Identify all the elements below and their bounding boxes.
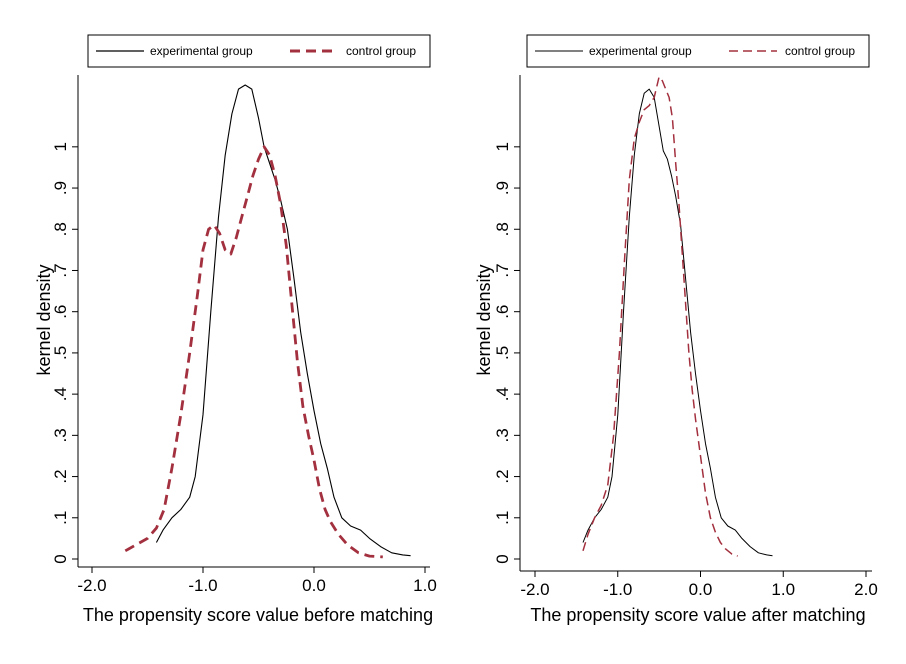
y-tick-label: .8 — [51, 222, 70, 236]
x-ticks: -2.0 -1.0 0.0 1.0 — [77, 567, 437, 595]
legend-box — [526, 34, 870, 68]
y-tick-label: .4 — [493, 387, 512, 401]
y-tick-label: .1 — [493, 511, 512, 525]
y-ticks: 0 .1 .2 .3 .4 .5 .6 .7 .8 .9 1 — [51, 142, 78, 564]
y-tick-label: .4 — [51, 387, 70, 401]
legend-box — [87, 34, 431, 68]
y-tick-label: .3 — [51, 428, 70, 442]
legend-label-experimental: experimental group — [150, 44, 253, 58]
y-tick-label: .8 — [493, 222, 512, 236]
legend-label-experimental: experimental group — [589, 44, 692, 58]
x-tick-label: -1.0 — [188, 576, 217, 595]
y-tick-label: .6 — [493, 305, 512, 319]
y-tick-label: .5 — [51, 346, 70, 360]
series-line-experimental — [582, 88, 773, 557]
x-tick-label: -1.0 — [603, 580, 632, 599]
legend-label-control: control group — [346, 44, 416, 58]
y-tick-label: .9 — [51, 181, 70, 195]
y-tick-label: 0 — [493, 554, 512, 563]
x-axis-title: The propensity score value before matchi… — [83, 605, 433, 625]
series-line-control — [124, 145, 383, 559]
curves — [582, 76, 773, 557]
x-tick-label: -2.0 — [520, 580, 549, 599]
chart-panel-after-matching: experimental group control group 0 .1 .2 .3… — [474, 34, 878, 625]
x-tick-label: 1.0 — [771, 580, 795, 599]
legend-label-control: control group — [785, 44, 855, 58]
y-tick-label: .1 — [51, 511, 70, 525]
y-ticks: 0 .1 .2 .3 .4 .5 .6 .7 .8 .9 1 — [493, 142, 520, 564]
y-tick-label: .7 — [493, 263, 512, 277]
chart-panel-before-matching: experimental group control group 0 .1 .2 .3… — [34, 34, 437, 625]
curves — [124, 84, 411, 559]
x-tick-label: 0.0 — [302, 576, 326, 595]
y-tick-label: .7 — [51, 263, 70, 277]
y-tick-label: .9 — [493, 181, 512, 195]
y-tick-label: .2 — [51, 469, 70, 483]
x-tick-label: 0.0 — [689, 580, 713, 599]
y-axis-title: kernel density — [34, 264, 54, 375]
x-tick-label: 1.0 — [413, 576, 437, 595]
y-axis-title: kernel density — [474, 264, 494, 375]
x-tick-label: 2.0 — [854, 580, 878, 599]
x-ticks: -2.0 -1.0 0.0 1.0 2.0 — [520, 571, 878, 599]
y-tick-label: .6 — [51, 305, 70, 319]
y-tick-label: .5 — [493, 346, 512, 360]
y-tick-label: 1 — [493, 142, 512, 151]
x-tick-label: -2.0 — [77, 576, 106, 595]
y-tick-label: 1 — [51, 142, 70, 151]
legend: experimental group control group — [87, 34, 431, 68]
y-tick-label: 0 — [51, 554, 70, 563]
legend: experimental group control group — [526, 34, 870, 68]
y-tick-label: .3 — [493, 428, 512, 442]
y-tick-label: .2 — [493, 469, 512, 483]
x-axis-title: The propensity score value after matchin… — [530, 605, 865, 625]
series-line-control — [582, 76, 738, 557]
